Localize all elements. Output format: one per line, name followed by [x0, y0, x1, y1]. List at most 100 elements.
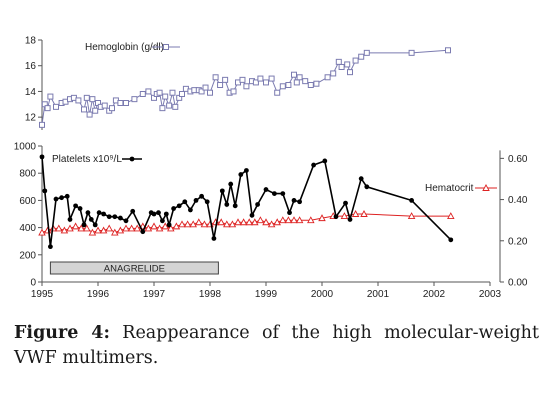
data-point-platelets — [263, 187, 269, 192]
data-point-hematocrit — [200, 220, 209, 228]
data-point-platelets — [272, 191, 277, 197]
hemoglobin-panel: 12 14 16 18 Hemoglobin (g/dl) — [25, 36, 451, 130]
data-point-hemoglobin — [92, 107, 99, 114]
data-point-hematocrit — [178, 220, 186, 228]
data-point-platelets — [311, 162, 316, 168]
data-point-hemoglobin — [330, 70, 337, 77]
data-point-hemoglobin — [131, 96, 138, 103]
data-point-hemoglobin — [296, 74, 303, 81]
data-point-hemoglobin — [274, 89, 281, 96]
data-point-hematocrit — [167, 224, 175, 232]
data-point-hematocrit — [407, 212, 416, 220]
data-point-hemoglobin — [344, 61, 351, 68]
data-point-platelets — [291, 198, 297, 203]
data-point-hemoglobin — [39, 121, 45, 128]
data-point-hematocrit — [284, 216, 293, 224]
data-point-platelets — [160, 218, 165, 224]
y-tick-label: 800 — [19, 169, 36, 180]
data-point-hematocrit — [307, 216, 315, 224]
data-point-hemoglobin — [47, 93, 54, 100]
data-point-platelets — [238, 172, 244, 177]
y2-tick-label: 0.20 — [508, 236, 528, 247]
data-point-platelets — [77, 206, 83, 211]
data-point-hematocrit — [245, 218, 253, 226]
data-point-hematocrit — [279, 216, 287, 224]
data-point-hematocrit — [155, 224, 164, 232]
data-point-hematocrit — [144, 224, 153, 232]
data-point-hematocrit — [99, 226, 108, 234]
data-point-platelets — [64, 193, 70, 199]
data-point-platelets — [176, 203, 182, 209]
data-point-hematocrit — [189, 220, 197, 228]
data-point-hemoglobin — [363, 49, 370, 56]
data-point-hematocrit — [217, 218, 225, 226]
data-point-platelets — [322, 158, 328, 164]
data-point-platelets — [199, 193, 205, 199]
y-tick-label: 1000 — [14, 142, 37, 153]
data-point-hemoglobin — [252, 79, 259, 86]
data-point-hematocrit — [290, 216, 298, 224]
data-point-platelets — [112, 214, 118, 220]
y-tick-label: 16 — [25, 61, 37, 72]
data-point-hemoglobin — [89, 96, 96, 103]
series-line-platelets — [41, 156, 452, 247]
data-point-platelets — [193, 198, 199, 203]
data-point-hemoglobin — [352, 57, 359, 64]
data-point-hemoglobin — [139, 91, 146, 97]
y-tick-label: 400 — [19, 223, 36, 234]
data-point-hematocrit — [223, 220, 231, 228]
data-point-hematocrit — [195, 218, 203, 226]
data-point-hemoglobin — [347, 69, 353, 76]
data-point-hemoglobin — [202, 84, 209, 91]
y2-tick-label: 0.00 — [508, 278, 528, 289]
data-point-platelets — [85, 210, 91, 216]
legend-label-hemoglobin: Hemoglobin (g/dl) — [85, 42, 164, 53]
caption-text: Reappearance of the high molecular-weigh… — [14, 323, 539, 368]
data-point-platelets — [101, 211, 106, 217]
data-point-platelets — [297, 199, 302, 205]
data-point-hemoglobin — [279, 83, 286, 90]
chart-svg: 12 14 16 18 Hemoglobin (g/dl) 0 200 400 600 800 1… — [14, 36, 528, 301]
anagrelide-bar — [49, 261, 219, 275]
data-point-hemoglobin — [285, 82, 292, 88]
data-point-platelets — [130, 208, 136, 214]
data-point-hemoglobin — [222, 76, 229, 83]
data-point-platelets — [140, 229, 146, 235]
data-point-platelets — [182, 199, 188, 205]
platelets-hematocrit-panel: 0 200 400 600 800 1000 0.00 0.20 0.40 0.60 1995 199… — [14, 142, 528, 301]
data-point-platelets — [96, 210, 102, 216]
data-point-hematocrit — [267, 220, 276, 228]
data-point-hematocrit — [251, 218, 259, 226]
y-tick-label: 18 — [25, 36, 37, 47]
data-point-hemoglobin — [268, 75, 275, 82]
data-point-platelets — [39, 154, 45, 160]
data-point-platelets — [287, 210, 292, 216]
x-tick-label: 2003 — [479, 289, 502, 300]
data-point-platelets — [53, 196, 59, 202]
data-point-platelets — [244, 168, 249, 173]
data-point-platelets — [224, 202, 230, 207]
x-tick-label: 1996 — [87, 289, 110, 300]
data-point-platelets — [347, 217, 353, 222]
figure-caption: Figure 4: Reappearance of the high molec… — [14, 321, 539, 371]
data-point-hemoglobin — [358, 53, 365, 60]
x-tick-label: 1997 — [143, 289, 166, 300]
data-point-hematocrit — [318, 214, 326, 222]
data-point-hemoglobin — [313, 80, 320, 87]
data-point-platelets — [163, 211, 169, 217]
data-point-hemoglobin — [81, 106, 87, 113]
data-point-hemoglobin — [123, 100, 129, 106]
data-point-platelets — [123, 218, 129, 224]
data-point-hemoglobin — [75, 97, 82, 104]
data-point-platelets — [188, 207, 193, 213]
data-point-platelets — [88, 217, 94, 222]
data-point-hematocrit — [38, 228, 46, 236]
data-point-hemoglobin — [293, 79, 300, 86]
y-tick-label: 0 — [30, 278, 36, 289]
data-point-platelets — [364, 184, 370, 190]
data-point-hemoglobin — [44, 105, 51, 112]
anagrelide-label: ANAGRELIDE — [104, 264, 165, 275]
data-point-hemoglobin — [179, 91, 185, 97]
data-point-hematocrit — [122, 224, 130, 232]
